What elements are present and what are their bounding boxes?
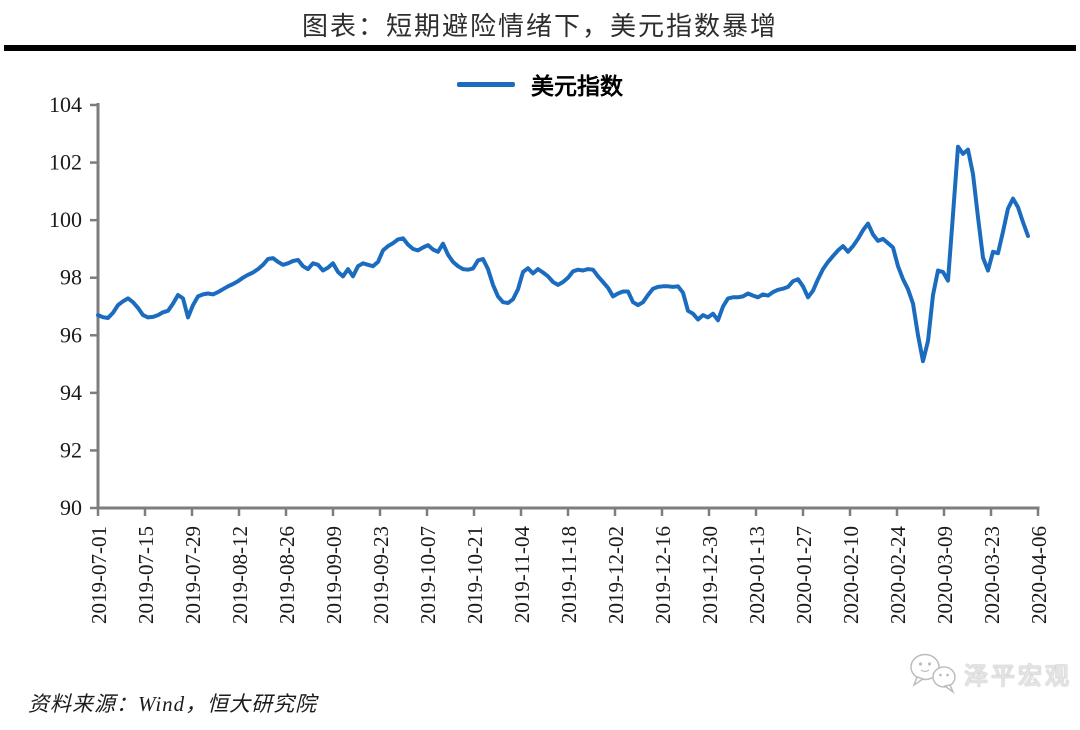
x-tick-label: 2020-03-09	[933, 526, 957, 624]
x-tick-label: 2019-12-02	[604, 526, 628, 624]
page-title: 图表：短期避险情绪下，美元指数暴增	[301, 12, 778, 41]
x-tick-label: 2020-02-10	[839, 526, 863, 624]
chart-legend: 美元指数	[0, 66, 1080, 102]
source-note: 资料来源：Wind，恒大研究院	[28, 692, 318, 716]
x-tick-label: 2019-10-07	[416, 526, 440, 624]
y-tick-label: 104	[49, 92, 82, 117]
y-tick-label: 90	[60, 495, 82, 520]
legend-line-swatch	[457, 81, 515, 87]
y-tick-label: 92	[60, 437, 82, 462]
x-tick-label: 2019-09-09	[322, 526, 346, 624]
y-tick-label: 102	[49, 150, 82, 175]
x-tick-label: 2019-12-30	[698, 526, 722, 624]
x-tick-label: 2019-08-26	[275, 526, 299, 624]
top-divider-rule	[4, 45, 1076, 51]
x-tick-label: 2019-07-01	[87, 526, 111, 624]
x-tick-label: 2019-07-15	[134, 526, 158, 624]
watermark-label: 泽平宏观	[964, 663, 1072, 690]
x-tick-label: 2020-01-13	[745, 526, 769, 624]
x-tick-label: 2020-03-23	[980, 526, 1004, 624]
x-tick-label: 2019-07-29	[181, 526, 205, 624]
dollar-index-series-line	[96, 144, 1030, 364]
y-tick-label: 98	[60, 265, 82, 290]
x-tick-label: 2019-10-21	[463, 526, 487, 624]
y-tick-label: 100	[49, 207, 82, 232]
x-tick-label: 2020-01-27	[792, 526, 816, 624]
legend-label: 美元指数	[531, 74, 623, 99]
y-tick-label: 96	[60, 322, 82, 347]
y-tick-label: 94	[60, 380, 82, 405]
x-tick-label: 2019-11-18	[557, 526, 581, 623]
wechat-chat-bubbles-icon	[910, 653, 956, 695]
x-tick-label: 2019-11-04	[510, 526, 534, 624]
x-tick-label: 2020-04-06	[1027, 526, 1051, 624]
x-tick-label: 2019-12-16	[651, 526, 675, 624]
x-tick-label: 2019-08-12	[228, 526, 252, 624]
x-tick-label: 2020-02-24	[886, 526, 910, 624]
x-tick-label: 2019-09-23	[369, 526, 393, 624]
watermark: 泽平宏观	[908, 650, 1072, 696]
